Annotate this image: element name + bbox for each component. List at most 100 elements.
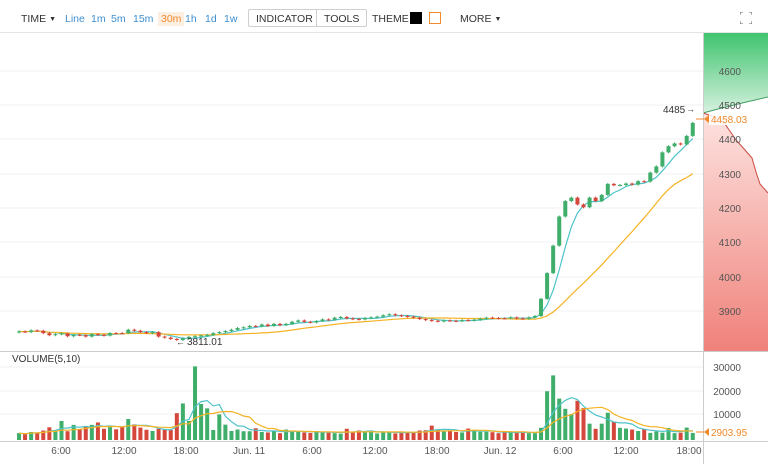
volume-bar xyxy=(387,432,392,440)
candle xyxy=(296,319,301,323)
candle-body xyxy=(429,320,434,322)
candle-body xyxy=(271,323,276,326)
candle-body xyxy=(241,327,246,329)
ma5-line xyxy=(18,138,694,339)
candle xyxy=(356,318,361,321)
volume-bar xyxy=(338,433,343,440)
candle-body xyxy=(405,315,410,317)
interval-1d[interactable]: 1d xyxy=(205,13,217,25)
candle-body xyxy=(460,320,465,322)
tools-button[interactable]: TOOLS xyxy=(316,9,368,27)
candle xyxy=(605,182,610,196)
candle-body xyxy=(502,318,507,320)
volume-bar xyxy=(624,428,628,440)
candle xyxy=(532,314,537,319)
volume-bar xyxy=(690,432,695,440)
candle-body xyxy=(120,333,125,335)
price-gridlines xyxy=(0,70,703,312)
volume-bar xyxy=(168,430,173,440)
volume-bar xyxy=(502,431,507,440)
interval-line[interactable]: Line xyxy=(65,13,85,25)
interval-5m[interactable]: 5m xyxy=(111,13,126,25)
time-menu[interactable]: TIME ▼ xyxy=(21,12,56,27)
candle xyxy=(217,331,222,335)
candle xyxy=(429,319,434,322)
candle-body xyxy=(611,183,616,186)
candle-body xyxy=(539,298,544,316)
candle-body xyxy=(247,325,252,328)
volume-bar xyxy=(369,431,374,440)
volume-bar xyxy=(472,430,477,440)
volume-bar xyxy=(581,408,586,440)
interval-30m[interactable]: 30m xyxy=(158,12,185,26)
interval-1m[interactable]: 1m xyxy=(91,13,106,25)
volume-bar xyxy=(484,431,489,440)
volume-bar xyxy=(308,432,313,440)
candle xyxy=(193,335,198,338)
volume-bar xyxy=(684,427,689,440)
candle-body xyxy=(350,318,355,320)
candle-body xyxy=(156,332,161,337)
candle-body xyxy=(259,324,264,327)
volume-bar xyxy=(53,430,58,440)
volume-bar xyxy=(605,412,610,440)
candle xyxy=(545,272,550,300)
low-marker: ← 3811.01 xyxy=(176,337,223,348)
candle-body xyxy=(381,315,386,317)
volume-bar xyxy=(587,423,592,440)
candle-body xyxy=(150,332,155,334)
volume-bar xyxy=(642,429,647,440)
time-tick: 12:00 xyxy=(613,446,638,457)
volume-bar xyxy=(65,431,70,440)
candle xyxy=(320,318,325,323)
volume-bar xyxy=(162,429,167,440)
interval-1w[interactable]: 1w xyxy=(224,13,238,25)
volume-bar xyxy=(278,433,283,440)
candle-body xyxy=(174,338,179,340)
candle-body xyxy=(362,318,367,320)
candle xyxy=(496,317,501,320)
volume-bar xyxy=(399,431,404,440)
low-label: 3811.01 xyxy=(187,337,223,348)
candle-body xyxy=(642,181,647,183)
last-volume-pointer-icon xyxy=(704,428,709,436)
candle-body xyxy=(411,316,416,318)
theme-light-swatch[interactable] xyxy=(429,12,441,24)
candle-body xyxy=(29,330,34,333)
candle xyxy=(526,316,531,320)
candle-body xyxy=(114,333,119,335)
kline-chart[interactable]: 4600 4500 4400 4300 4200 4100 4000 3900 … xyxy=(0,33,768,464)
volume-bar xyxy=(508,432,513,440)
candle-body xyxy=(630,183,635,185)
candle xyxy=(678,142,683,146)
candle-body xyxy=(126,329,131,334)
interval-15m[interactable]: 15m xyxy=(133,13,154,25)
candle xyxy=(642,180,647,183)
last-price-marker: 4458.03 xyxy=(696,113,748,126)
ma10-line xyxy=(18,173,694,336)
volume-bar xyxy=(211,430,216,440)
price-tick: 4300 xyxy=(719,170,742,181)
candle-body xyxy=(89,334,94,337)
volume-bar xyxy=(89,424,94,440)
volume-bar xyxy=(375,433,380,440)
candle xyxy=(314,320,319,324)
candle-body xyxy=(478,318,483,320)
volume-bar xyxy=(241,431,246,440)
candle-body xyxy=(654,166,659,173)
candle xyxy=(672,142,677,148)
expand-icon[interactable] xyxy=(740,12,752,24)
volume-bar xyxy=(496,433,501,440)
volume-bar xyxy=(71,424,76,440)
volume-bar xyxy=(217,414,222,440)
volume-bar xyxy=(259,431,264,440)
theme-dark-swatch[interactable] xyxy=(410,12,422,24)
candle-body xyxy=(441,320,446,322)
indicator-button[interactable]: INDICATOR xyxy=(248,9,321,27)
candle-body xyxy=(235,327,240,330)
interval-1h[interactable]: 1h xyxy=(185,13,197,25)
more-menu[interactable]: MORE ▼ xyxy=(460,12,501,27)
candle-body xyxy=(684,135,689,145)
volume-bar xyxy=(290,431,295,440)
last-price-label: 4458.03 xyxy=(711,115,748,126)
